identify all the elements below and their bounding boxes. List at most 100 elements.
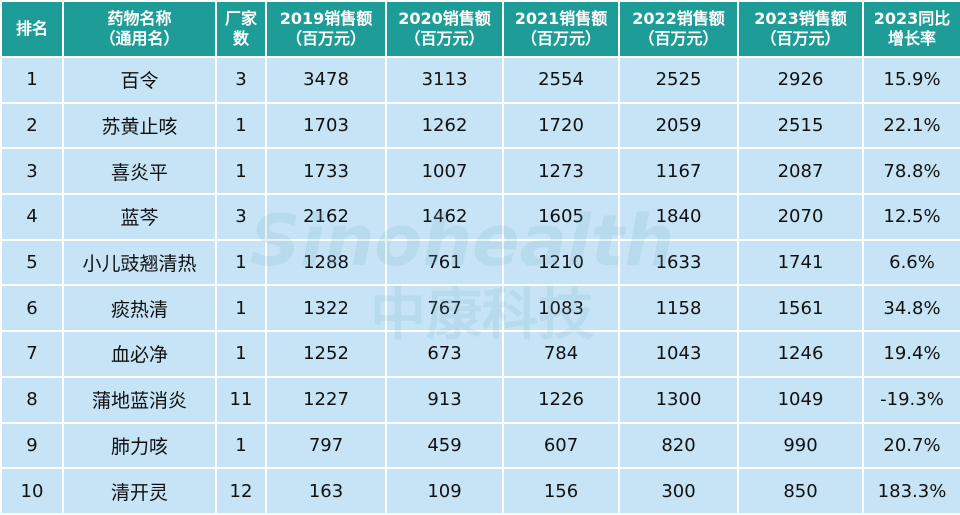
table-cell: 1 <box>215 330 267 378</box>
table-cell: 2515 <box>737 101 864 150</box>
table-cell: 163 <box>265 467 387 515</box>
header-text: 2019销售额 <box>279 9 373 28</box>
table-cell: 百令 <box>62 56 217 104</box>
table-cell: 2162 <box>265 193 387 241</box>
header-cell: 2023同比 增长率 <box>862 0 960 58</box>
table-cell: 清开灵 <box>62 467 217 515</box>
table-cell: 1262 <box>385 101 504 150</box>
header-cell: 2019销售额 （百万元） <box>265 0 387 58</box>
table-cell: 9 <box>0 421 64 470</box>
header-cell: 厂家数 <box>215 0 267 58</box>
table-cell: 1462 <box>385 193 504 241</box>
table-cell: 673 <box>385 330 504 378</box>
table-cell: 19.4% <box>862 330 960 378</box>
table-cell: 1300 <box>618 375 739 424</box>
table-cell: 1 <box>215 284 267 333</box>
table-cell: 1703 <box>265 101 387 150</box>
table-cell: 767 <box>385 284 504 333</box>
table-cell: 2 <box>0 101 64 150</box>
header-text: （百万元） <box>404 29 485 48</box>
table-cell: 2554 <box>502 56 620 104</box>
table-cell: 6 <box>0 284 64 333</box>
header-row: 排名 药物名称 （通用名） 厂家数 2019销售额 （百万元） 2020销售额 （百万元） 20… <box>0 0 960 58</box>
table-cell: 1 <box>0 56 64 104</box>
table-cell: 850 <box>737 467 864 515</box>
table-row: 6 痰热清 1 1322 767 1083 1158 1561 34.8% <box>0 284 960 333</box>
table-cell: 15.9% <box>862 56 960 104</box>
table-cell: 2059 <box>618 101 739 150</box>
table-cell: 痰热清 <box>62 284 217 333</box>
table-cell: 22.1% <box>862 101 960 150</box>
table-cell: 820 <box>618 421 739 470</box>
table-cell: 913 <box>385 375 504 424</box>
header-text: （百万元） <box>285 29 366 48</box>
table-cell: 784 <box>502 330 620 378</box>
table-cell: 2926 <box>737 56 864 104</box>
table-cell: 1 <box>215 421 267 470</box>
table-row: 5 小儿豉翘清热 1 1288 761 1210 1633 1741 6.6% <box>0 238 960 287</box>
table-row: 2 苏黄止咳 1 1703 1262 1720 2059 2515 22.1% <box>0 101 960 150</box>
table-cell: 3113 <box>385 56 504 104</box>
table-cell: 761 <box>385 238 504 287</box>
header-text: 2020销售额 <box>398 9 491 28</box>
table-cell: 5 <box>0 238 64 287</box>
table-cell: 607 <box>502 421 620 470</box>
table-cell: -19.3% <box>862 375 960 424</box>
table-cell: 1210 <box>502 238 620 287</box>
header-cell: 2023销售额 （百万元） <box>737 0 864 58</box>
table-cell: 1049 <box>737 375 864 424</box>
table-cell: 喜炎平 <box>62 147 217 196</box>
header-cell: 2022销售额 （百万元） <box>618 0 739 58</box>
table-cell: 3 <box>215 56 267 104</box>
table-cell: 苏黄止咳 <box>62 101 217 150</box>
header-text: 2022销售额 <box>632 9 725 28</box>
table-cell: 300 <box>618 467 739 515</box>
header-text: 2023同比 <box>873 9 951 28</box>
table-cell: 3 <box>0 147 64 196</box>
table-cell: 78.8% <box>862 147 960 196</box>
table-cell: 1 <box>215 147 267 196</box>
table-cell: 4 <box>0 193 64 241</box>
table-cell: 1605 <box>502 193 620 241</box>
header-cell: 2021销售额 （百万元） <box>502 0 620 58</box>
table-cell: 1840 <box>618 193 739 241</box>
table-cell: 11 <box>215 375 267 424</box>
header-text: （通用名） <box>99 29 180 48</box>
table-cell: 蒲地蓝消炎 <box>62 375 217 424</box>
header-cell: 药物名称 （通用名） <box>62 0 217 58</box>
table-cell: 990 <box>737 421 864 470</box>
table-cell: 血必净 <box>62 330 217 378</box>
table-cell: 1252 <box>265 330 387 378</box>
table-row: 9 肺力咳 1 797 459 607 820 990 20.7% <box>0 421 960 470</box>
header-text: 厂家 <box>224 9 257 28</box>
table-row: 1 百令 3 3478 3113 2554 2525 2926 15.9% <box>0 56 960 104</box>
header-text: 药物名称 <box>107 9 172 28</box>
table-cell: 7 <box>0 330 64 378</box>
table-cell: 797 <box>265 421 387 470</box>
header-text: （百万元） <box>520 29 601 48</box>
table-cell: 肺力咳 <box>62 421 217 470</box>
table-cell: 12 <box>215 467 267 515</box>
header-text: （百万元） <box>638 29 719 48</box>
table-cell: 20.7% <box>862 421 960 470</box>
table-cell: 1007 <box>385 147 504 196</box>
table-cell: 1633 <box>618 238 739 287</box>
header-text: 2023销售额 <box>754 9 847 28</box>
table-cell: 12.5% <box>862 193 960 241</box>
table-cell: 1273 <box>502 147 620 196</box>
table-row: 4 蓝芩 3 2162 1462 1605 1840 2070 12.5% <box>0 193 960 241</box>
table-cell: 6.6% <box>862 238 960 287</box>
table-cell: 1043 <box>618 330 739 378</box>
table-cell: 1246 <box>737 330 864 378</box>
table-cell: 3 <box>215 193 267 241</box>
table-cell: 1561 <box>737 284 864 333</box>
table-row: 10 清开灵 12 163 109 156 300 850 183.3% <box>0 467 960 515</box>
table-cell: 8 <box>0 375 64 424</box>
table-cell: 小儿豉翘清热 <box>62 238 217 287</box>
table-cell: 1 <box>215 238 267 287</box>
header-text: 排名 <box>15 19 48 38</box>
table-row: 8 蒲地蓝消炎 11 1227 913 1226 1300 1049 -19.3% <box>0 375 960 424</box>
table-cell: 1733 <box>265 147 387 196</box>
